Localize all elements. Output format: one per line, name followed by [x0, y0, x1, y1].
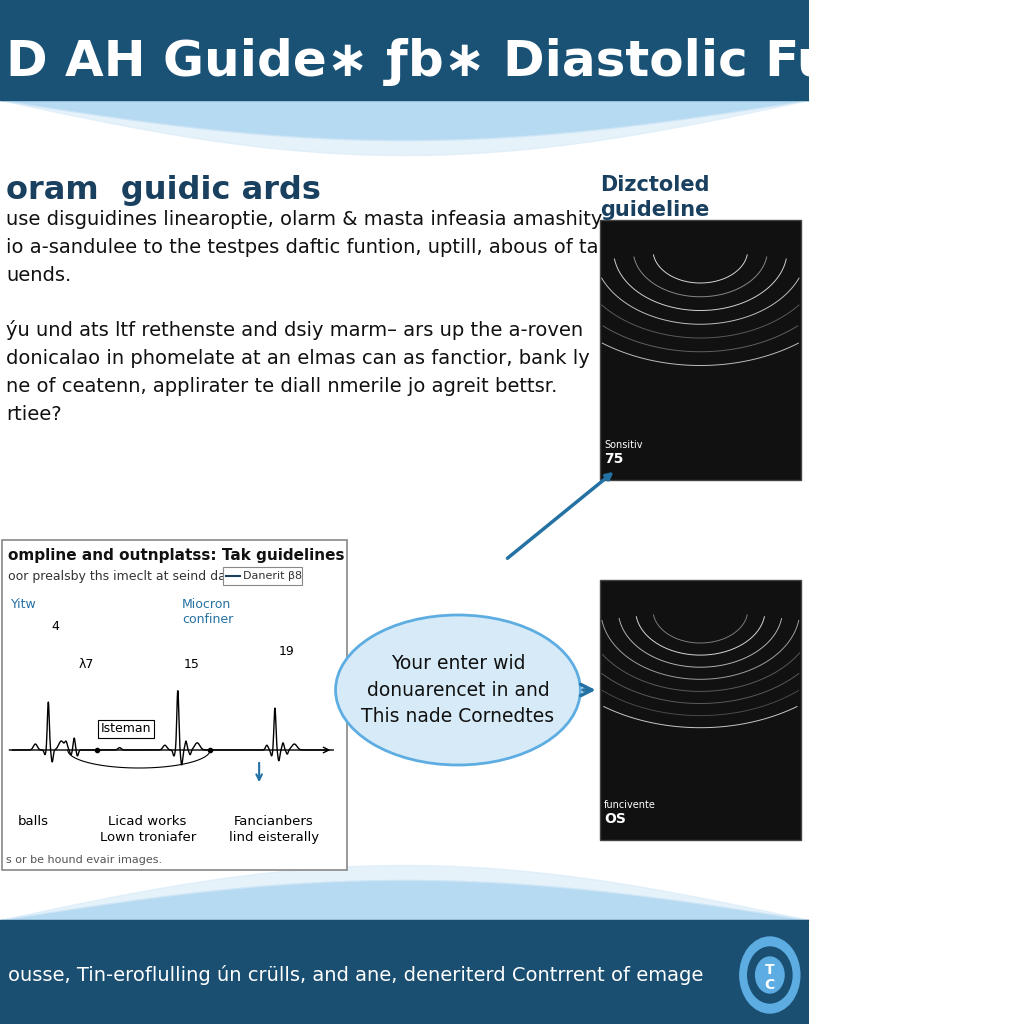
Text: 15: 15 [184, 658, 200, 671]
Bar [600, 220, 802, 480]
Text: Sonsitiv: Sonsitiv [604, 440, 642, 450]
Text: Licad works
Lown troniafer: Licad works Lown troniafer [99, 815, 196, 844]
Bar [2, 540, 347, 870]
Text: 19: 19 [279, 645, 295, 658]
Text: ompline and outnplatss: Tak guidelines: ompline and outnplatss: Tak guidelines [8, 548, 344, 563]
Circle shape [748, 947, 792, 1002]
Text: 75: 75 [604, 452, 624, 466]
Text: Your enter wid
donuarencet in and
This nade Cornedtes: Your enter wid donuarencet in and This n… [361, 654, 555, 726]
Text: oor prealsby ths imeclt at seind dain: oor prealsby ths imeclt at seind dain [8, 570, 238, 583]
Text: use disguidines linearoptie, olarm & masta infeasia amashity
io a-sandulee to th: use disguidines linearoptie, olarm & mas… [6, 210, 603, 285]
Text: Fancianbers
lind eisterally: Fancianbers lind eisterally [229, 815, 319, 844]
Text: C: C [765, 978, 775, 992]
Text: λ7: λ7 [78, 658, 94, 671]
Text: D AH Guide∗ ƒb∗ Diastolic Function: D AH Guide∗ ƒb∗ Diastolic Function [6, 38, 1010, 86]
Circle shape [739, 937, 800, 1013]
Bar [222, 567, 302, 585]
Text: Isteman: Isteman [100, 722, 152, 735]
Text: 4: 4 [51, 620, 59, 633]
Text: Miocron
confiner: Miocron confiner [182, 598, 233, 626]
Text: Danerit β8: Danerit β8 [243, 571, 302, 581]
Text: oram  guidic ards: oram guidic ards [6, 175, 322, 206]
Bar [0, 0, 809, 100]
Text: Yitw: Yitw [11, 598, 37, 611]
Text: Dizctoled
guideline: Dizctoled guideline [600, 175, 710, 220]
Text: s or be hound evair images.: s or be hound evair images. [5, 855, 162, 865]
Text: ousse, Tin-eroflulling ún crülls, and ane, deneriterd Contrrent of emage: ousse, Tin-eroflulling ún crülls, and an… [8, 965, 703, 985]
Ellipse shape [336, 615, 581, 765]
Text: T: T [765, 963, 774, 977]
Text: funcivente: funcivente [604, 800, 656, 810]
Text: balls: balls [17, 815, 48, 828]
Text: ýu und ats ltf rethenste and dsiy marm– ars up the a-roven
donicalao in phomelat: ýu und ats ltf rethenste and dsiy marm– … [6, 319, 590, 424]
Bar [0, 920, 809, 1024]
Text: OS: OS [604, 812, 626, 826]
Bar [600, 580, 802, 840]
Bar [0, 95, 809, 935]
Circle shape [756, 957, 784, 993]
